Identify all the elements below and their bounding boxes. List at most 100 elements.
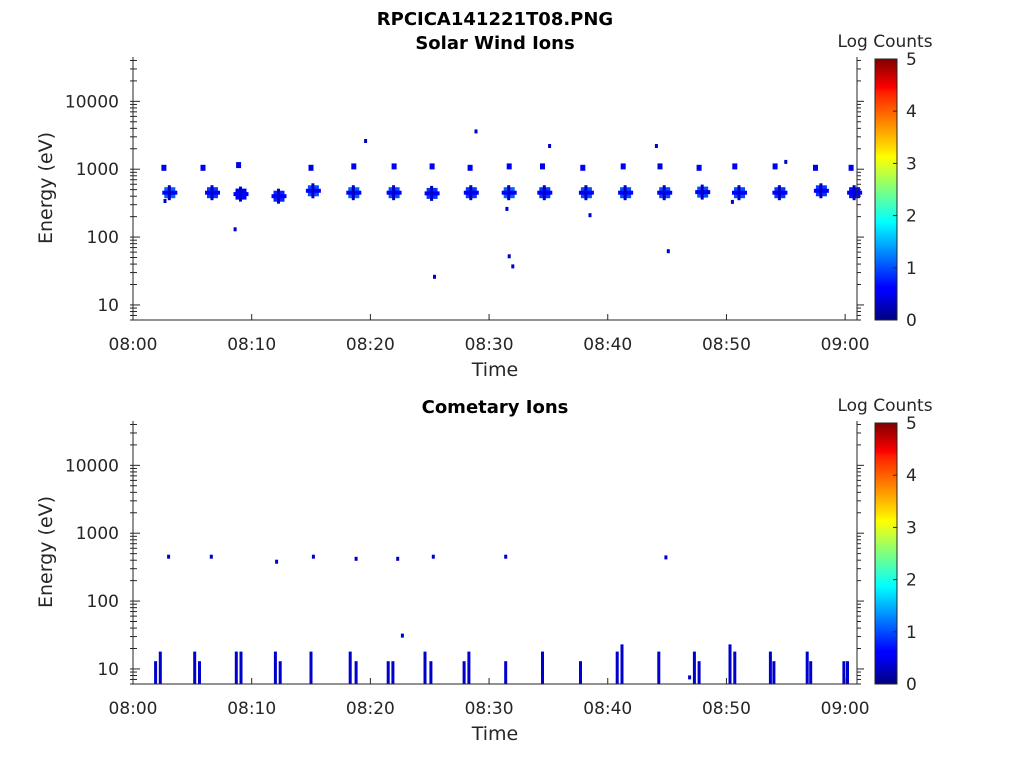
data-point (163, 199, 167, 203)
data-bar (239, 651, 243, 684)
data-cluster-edge (239, 186, 242, 202)
data-cluster (580, 164, 586, 171)
data-point (588, 213, 592, 218)
y-tick-label: 100 (87, 228, 119, 248)
data-cluster (813, 164, 818, 171)
data-point (433, 274, 436, 279)
data-point (364, 139, 368, 143)
data-point (233, 227, 237, 232)
x-tick-label: 08:20 (346, 335, 395, 355)
data-cluster (506, 163, 512, 170)
data-cluster-edge (167, 185, 171, 201)
data-bar (158, 651, 162, 684)
colorbar-tick-label: 5 (906, 414, 917, 434)
data-point (688, 675, 692, 680)
data-bar (697, 661, 701, 684)
colorbar-tick-label: 3 (906, 518, 917, 538)
x-tick-label: 08:30 (465, 335, 514, 355)
data-bar (846, 661, 849, 684)
x-tick-label: 08:20 (346, 699, 395, 719)
x-axis-label-cometary: Time (471, 723, 519, 745)
data-point (507, 254, 511, 259)
data-bar (733, 651, 737, 684)
data-bar (429, 661, 433, 684)
data-bar (348, 651, 352, 684)
colorbar-tick-label: 1 (906, 623, 917, 643)
data-bar (278, 661, 282, 684)
data-cluster-edge (277, 188, 280, 204)
y-tick-label: 10000 (65, 456, 119, 476)
data-bar (391, 661, 395, 684)
data-bar (504, 661, 508, 684)
data-point (400, 633, 404, 638)
data-point (784, 159, 788, 164)
data-bar (154, 661, 158, 684)
y-tick-label: 10 (97, 296, 119, 316)
data-point (666, 249, 670, 254)
data-point (275, 559, 279, 564)
data-bar (809, 661, 813, 684)
x-tick-label: 09:00 (821, 699, 870, 719)
data-cluster-edge (430, 185, 434, 201)
data-cluster-edge (623, 185, 627, 201)
data-point (505, 206, 509, 211)
data-bar (386, 661, 390, 684)
colorbar (874, 58, 898, 321)
data-bar (842, 661, 846, 684)
y-axis-label-solar-wind: Energy (eV) (35, 132, 57, 244)
data-cluster (467, 164, 473, 171)
data-cluster (848, 164, 854, 171)
colorbar-tick-label: 4 (906, 466, 917, 486)
panel-title-cometary: Cometary Ions (422, 397, 569, 418)
data-bar (423, 651, 427, 684)
data-cluster-edge (584, 185, 588, 201)
x-tick-label: 08:40 (583, 699, 632, 719)
data-bar (193, 651, 197, 684)
data-bar (541, 651, 544, 684)
data-cluster (200, 164, 206, 171)
y-tick-label: 10000 (65, 92, 119, 112)
colorbar-tick-label: 2 (906, 571, 917, 591)
plot-background (133, 421, 857, 684)
data-cluster-edge (507, 185, 511, 201)
colorbar-label-cometary: Log Counts (837, 396, 932, 416)
data-cluster-edge (777, 185, 781, 201)
panel-title-solar-wind: Solar Wind Ions (415, 33, 574, 54)
data-point (664, 555, 668, 560)
x-tick-label: 08:40 (583, 335, 632, 355)
data-point (396, 556, 400, 561)
colorbar-tick-label: 3 (906, 154, 917, 174)
data-cluster (772, 163, 778, 170)
colorbar (874, 422, 898, 685)
data-point (474, 129, 478, 134)
data-cluster (620, 163, 626, 170)
data-cluster (351, 163, 357, 170)
data-bar (620, 644, 624, 684)
colorbar-tick-label: 0 (906, 675, 917, 695)
data-cluster (236, 162, 242, 169)
data-cluster-edge (542, 185, 546, 201)
data-cluster (732, 163, 738, 170)
plot-area-solar-wind: 08:00 08:10 08:20 08:30 08:40 08:50 09:0010100… (65, 50, 917, 355)
y-tick-label: 10 (97, 660, 119, 680)
x-tick-label: 08:10 (227, 699, 276, 719)
data-cluster (540, 163, 545, 170)
y-tick-label: 100 (87, 592, 119, 612)
colorbar-tick-label: 0 (906, 311, 917, 331)
data-bar (234, 651, 238, 684)
figure-title: RPCICA141221T08.PNG (377, 9, 613, 30)
y-tick-label: 1000 (76, 524, 119, 544)
data-bar (692, 651, 696, 684)
data-bar (273, 651, 277, 684)
data-bar (467, 651, 471, 684)
data-point (431, 554, 435, 559)
colorbar-tick-label: 1 (906, 259, 917, 279)
data-bar (579, 661, 582, 684)
x-tick-label: 08:10 (227, 335, 276, 355)
data-point (311, 554, 315, 559)
data-bar (462, 661, 466, 684)
data-cluster (429, 163, 435, 170)
plot-area-cometary: 08:00 08:10 08:20 08:30 08:40 08:50 09:0010100… (65, 414, 917, 719)
data-cluster (696, 164, 702, 171)
